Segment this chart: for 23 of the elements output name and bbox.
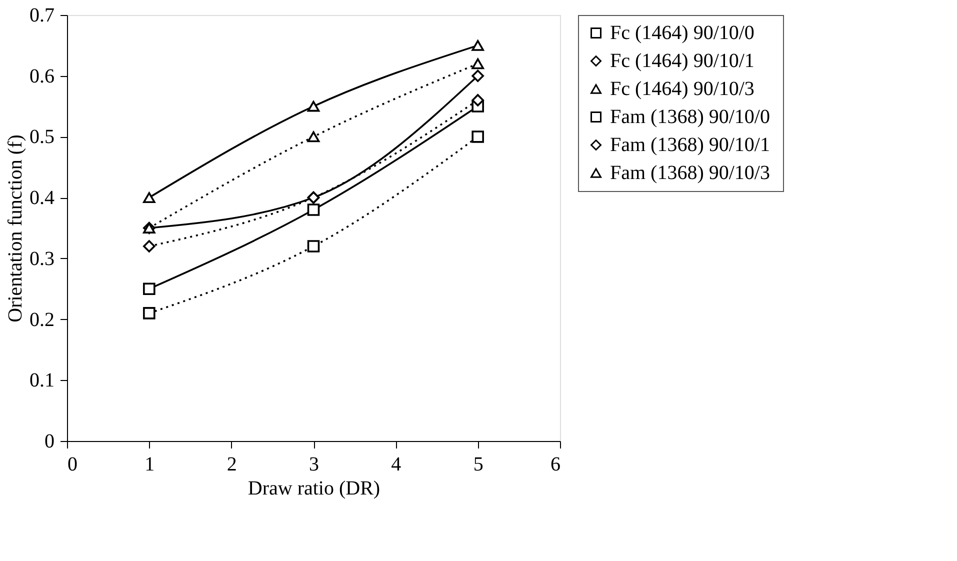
x-tick-label: 6: [550, 454, 560, 476]
y-tick-label: 0.6: [30, 65, 54, 88]
legend-label: Fam (1368) 90/10/1: [610, 134, 770, 156]
x-tick-label: 3: [309, 454, 319, 476]
legend-label: Fam (1368) 90/10/0: [610, 106, 770, 128]
y-tick-label: 0: [44, 430, 54, 452]
x-axis-title: Draw ratio (DR): [248, 478, 380, 500]
y-axis-title: Orientation function (f): [4, 134, 26, 322]
y-tick-label: 0.5: [30, 126, 54, 148]
y-tick-label: 0.7: [30, 4, 54, 26]
x-tick-label: 1: [144, 454, 155, 476]
y-tick-label: 0.3: [30, 248, 54, 270]
legend-label: Fc (1464) 90/10/0: [610, 22, 754, 44]
legend-label: Fc (1464) 90/10/3: [610, 78, 754, 100]
y-tick-label: 0.4: [30, 187, 54, 210]
x-tick-label: 2: [226, 454, 237, 476]
y-tick-label: 0.2: [30, 308, 54, 331]
x-tick-label: 5: [473, 454, 484, 476]
y-tick-label: 0.1: [30, 370, 54, 392]
legend-label: Fam (1368) 90/10/3: [610, 162, 770, 184]
legend-label: Fc (1464) 90/10/1: [610, 50, 754, 72]
x-tick-label: 4: [391, 454, 402, 476]
x-tick-label: 0: [68, 454, 78, 476]
